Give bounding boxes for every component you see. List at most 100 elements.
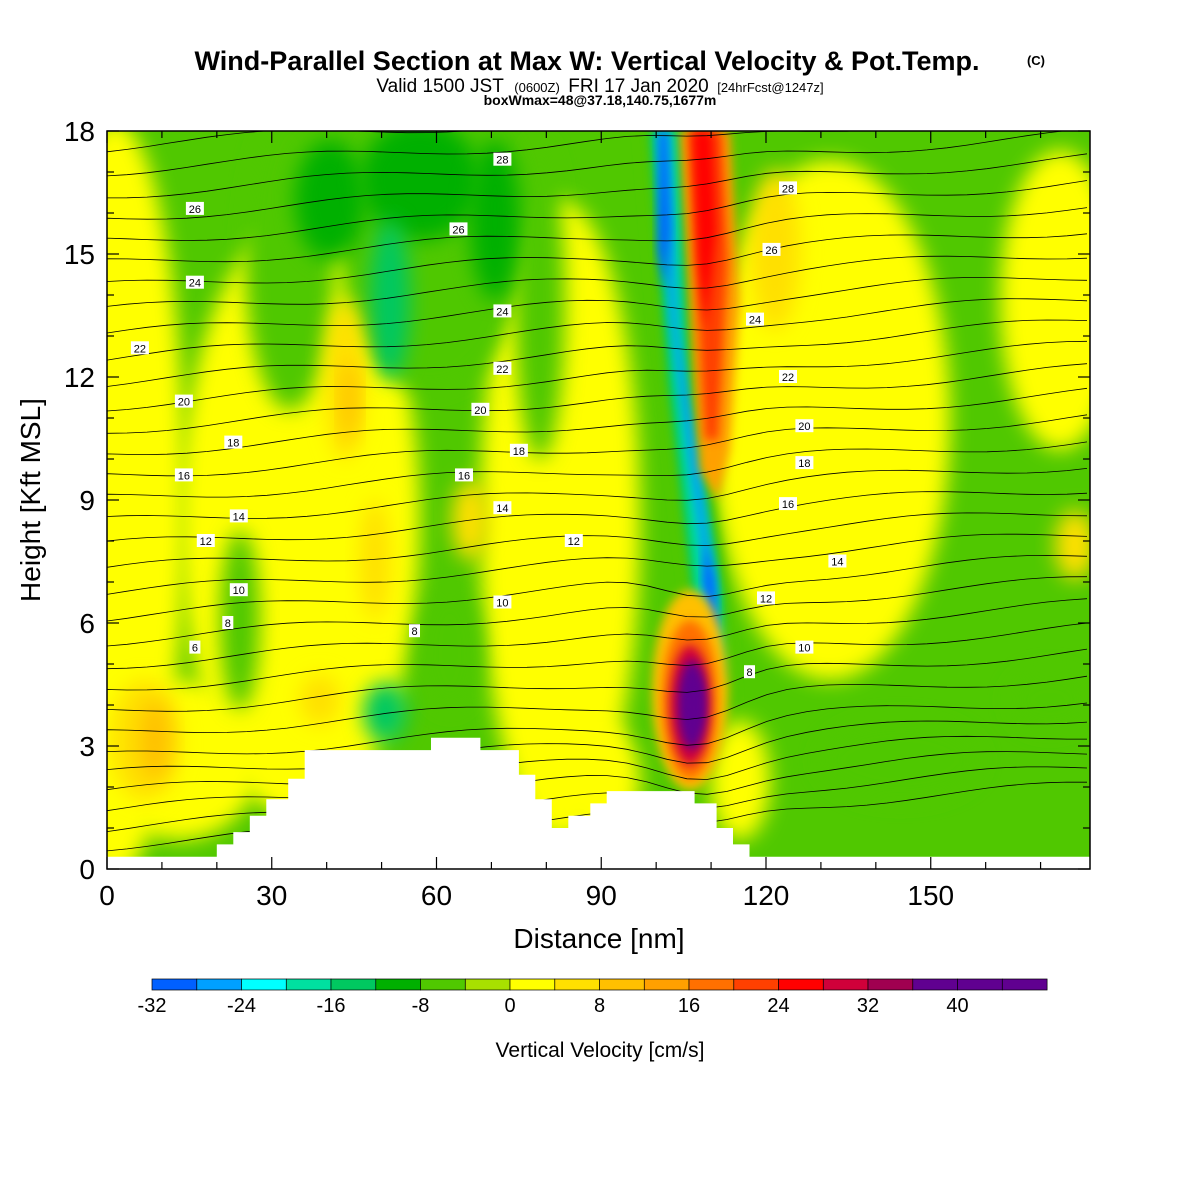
- contour-label: 24: [189, 278, 201, 290]
- colorbar-tick-label: 24: [767, 995, 789, 1017]
- velocity-region: [470, 140, 520, 300]
- velocity-region: [710, 720, 770, 840]
- contour-label-bg: [174, 394, 193, 408]
- contour-label-bg: [449, 222, 468, 236]
- contour-label-bg: [196, 534, 215, 547]
- contour-label-bg: [493, 304, 512, 318]
- theta-contour-line: [107, 576, 1088, 650]
- colorbar-tick-label: 40: [946, 995, 968, 1017]
- theta-contour-line: [107, 554, 1088, 627]
- colorbar-cell: [196, 978, 242, 991]
- contour-label: 22: [782, 372, 794, 384]
- colorbar-tick-label: 0: [504, 995, 515, 1017]
- theta-contour-line: [107, 233, 1088, 298]
- colorbar-tick-label: -32: [138, 995, 167, 1017]
- velocity-region: [1010, 670, 1090, 730]
- x-tick-label: 60: [421, 880, 452, 911]
- theta-contours: [107, 131, 1088, 855]
- contour-label: 14: [233, 511, 245, 523]
- contour-label: 22: [496, 364, 508, 376]
- velocity-region: [140, 700, 170, 780]
- theta-contour-line: [107, 414, 1088, 486]
- colorbar-cell: [688, 978, 735, 991]
- velocity-plume: [658, 131, 670, 290]
- colorbar-tick-label: -16: [317, 995, 346, 1017]
- contour-label: 16: [782, 499, 794, 511]
- contour-label: 8: [746, 667, 752, 679]
- theta-contour-line: [107, 720, 1088, 785]
- theta-contour-line: [107, 363, 1088, 439]
- terrain-profile: [107, 737, 1090, 869]
- colorbar-cell: [509, 978, 556, 991]
- theta-contour-line: [107, 766, 1088, 838]
- colorbar-cell: [241, 978, 287, 991]
- colorbar-cell: [151, 978, 198, 991]
- y-tick-label: 18: [64, 116, 95, 147]
- colorbar-tick-label: 16: [678, 995, 700, 1017]
- velocity-plume: [693, 131, 716, 330]
- valid-zulu: (0600Z): [514, 80, 560, 95]
- contour-label-bg: [189, 640, 201, 654]
- contour-label: 22: [134, 343, 146, 355]
- colorbar: [151, 978, 1048, 991]
- contour-label-bg: [493, 595, 512, 609]
- colorbar-cell: [375, 978, 421, 991]
- colorbar-cell: [643, 978, 690, 991]
- colorbar-label: Vertical Velocity [cm/s]: [496, 1039, 705, 1062]
- theta-contour-line: [107, 131, 470, 157]
- contour-label: 12: [760, 593, 772, 605]
- theta-contour-line: [107, 153, 1088, 227]
- forecast-note: [24hrFcst@1247z]: [717, 80, 823, 95]
- theta-contour-line: [107, 298, 1088, 368]
- velocity-region: [1000, 150, 1090, 450]
- theta-contour-labels: 22 26 24 20 18 16 14 12 10 8 6 28 26 24 22 20 18 16 14 12 10…: [130, 152, 847, 679]
- contour-label: 12: [568, 536, 580, 548]
- y-tick-label: 9: [79, 485, 95, 516]
- theta-contour-line: [107, 751, 1088, 820]
- colorbar-tick-label: 32: [857, 995, 879, 1017]
- contour-label-bg: [185, 275, 204, 289]
- theta-contour-line: [107, 512, 1088, 580]
- theta-contour-line: [107, 622, 1088, 697]
- terrain: [107, 737, 1090, 869]
- theta-contour-line: [107, 180, 1088, 251]
- chart-title: Wind-Parallel Section at Max W: Vertical…: [195, 46, 980, 76]
- x-tick-label: 0: [99, 880, 115, 911]
- contour-label-bg: [224, 435, 243, 449]
- velocity-region: [360, 131, 480, 240]
- velocity-region: [363, 682, 407, 742]
- contour-label-bg: [130, 341, 149, 355]
- contour-label-bg: [795, 419, 814, 433]
- x-axis-label: Distance [nm]: [513, 923, 684, 954]
- contour-label-bg: [455, 468, 473, 482]
- contour-label-bg: [564, 534, 583, 547]
- axis-ticks: [106, 130, 1090, 870]
- x-tick-label: 90: [586, 880, 617, 911]
- x-tick-label: 120: [743, 880, 790, 911]
- contour-label: 18: [513, 446, 525, 458]
- theta-contour-line: [107, 255, 1088, 321]
- contour-label: 10: [496, 598, 508, 610]
- theta-contour-line: [107, 648, 1088, 721]
- contour-label-bg: [828, 554, 847, 568]
- theta-contour-line: [107, 277, 1088, 345]
- theta-contour-line: [107, 207, 1088, 274]
- copyright-mark: (C): [1027, 53, 1045, 68]
- y-tick-label: 12: [64, 362, 95, 393]
- contour-label-bg: [746, 312, 764, 326]
- vertical-velocity-field: [107, 131, 1090, 869]
- contour-label: 28: [782, 183, 794, 195]
- contour-label-bg: [509, 443, 528, 457]
- colorbar-cell: [464, 978, 511, 991]
- contour-label: 18: [798, 458, 810, 470]
- velocity-plume: [658, 131, 716, 640]
- contour-label-bg: [174, 468, 193, 482]
- colorbar-cell: [957, 978, 1003, 991]
- theta-contour-line: [107, 702, 1088, 768]
- theta-contour-line: [107, 598, 1088, 674]
- valid-date: FRI 17 Jan 2020: [568, 76, 708, 97]
- contour-label: 6: [192, 643, 198, 655]
- contour-label-bg: [757, 591, 775, 605]
- contour-label-bg: [493, 501, 512, 515]
